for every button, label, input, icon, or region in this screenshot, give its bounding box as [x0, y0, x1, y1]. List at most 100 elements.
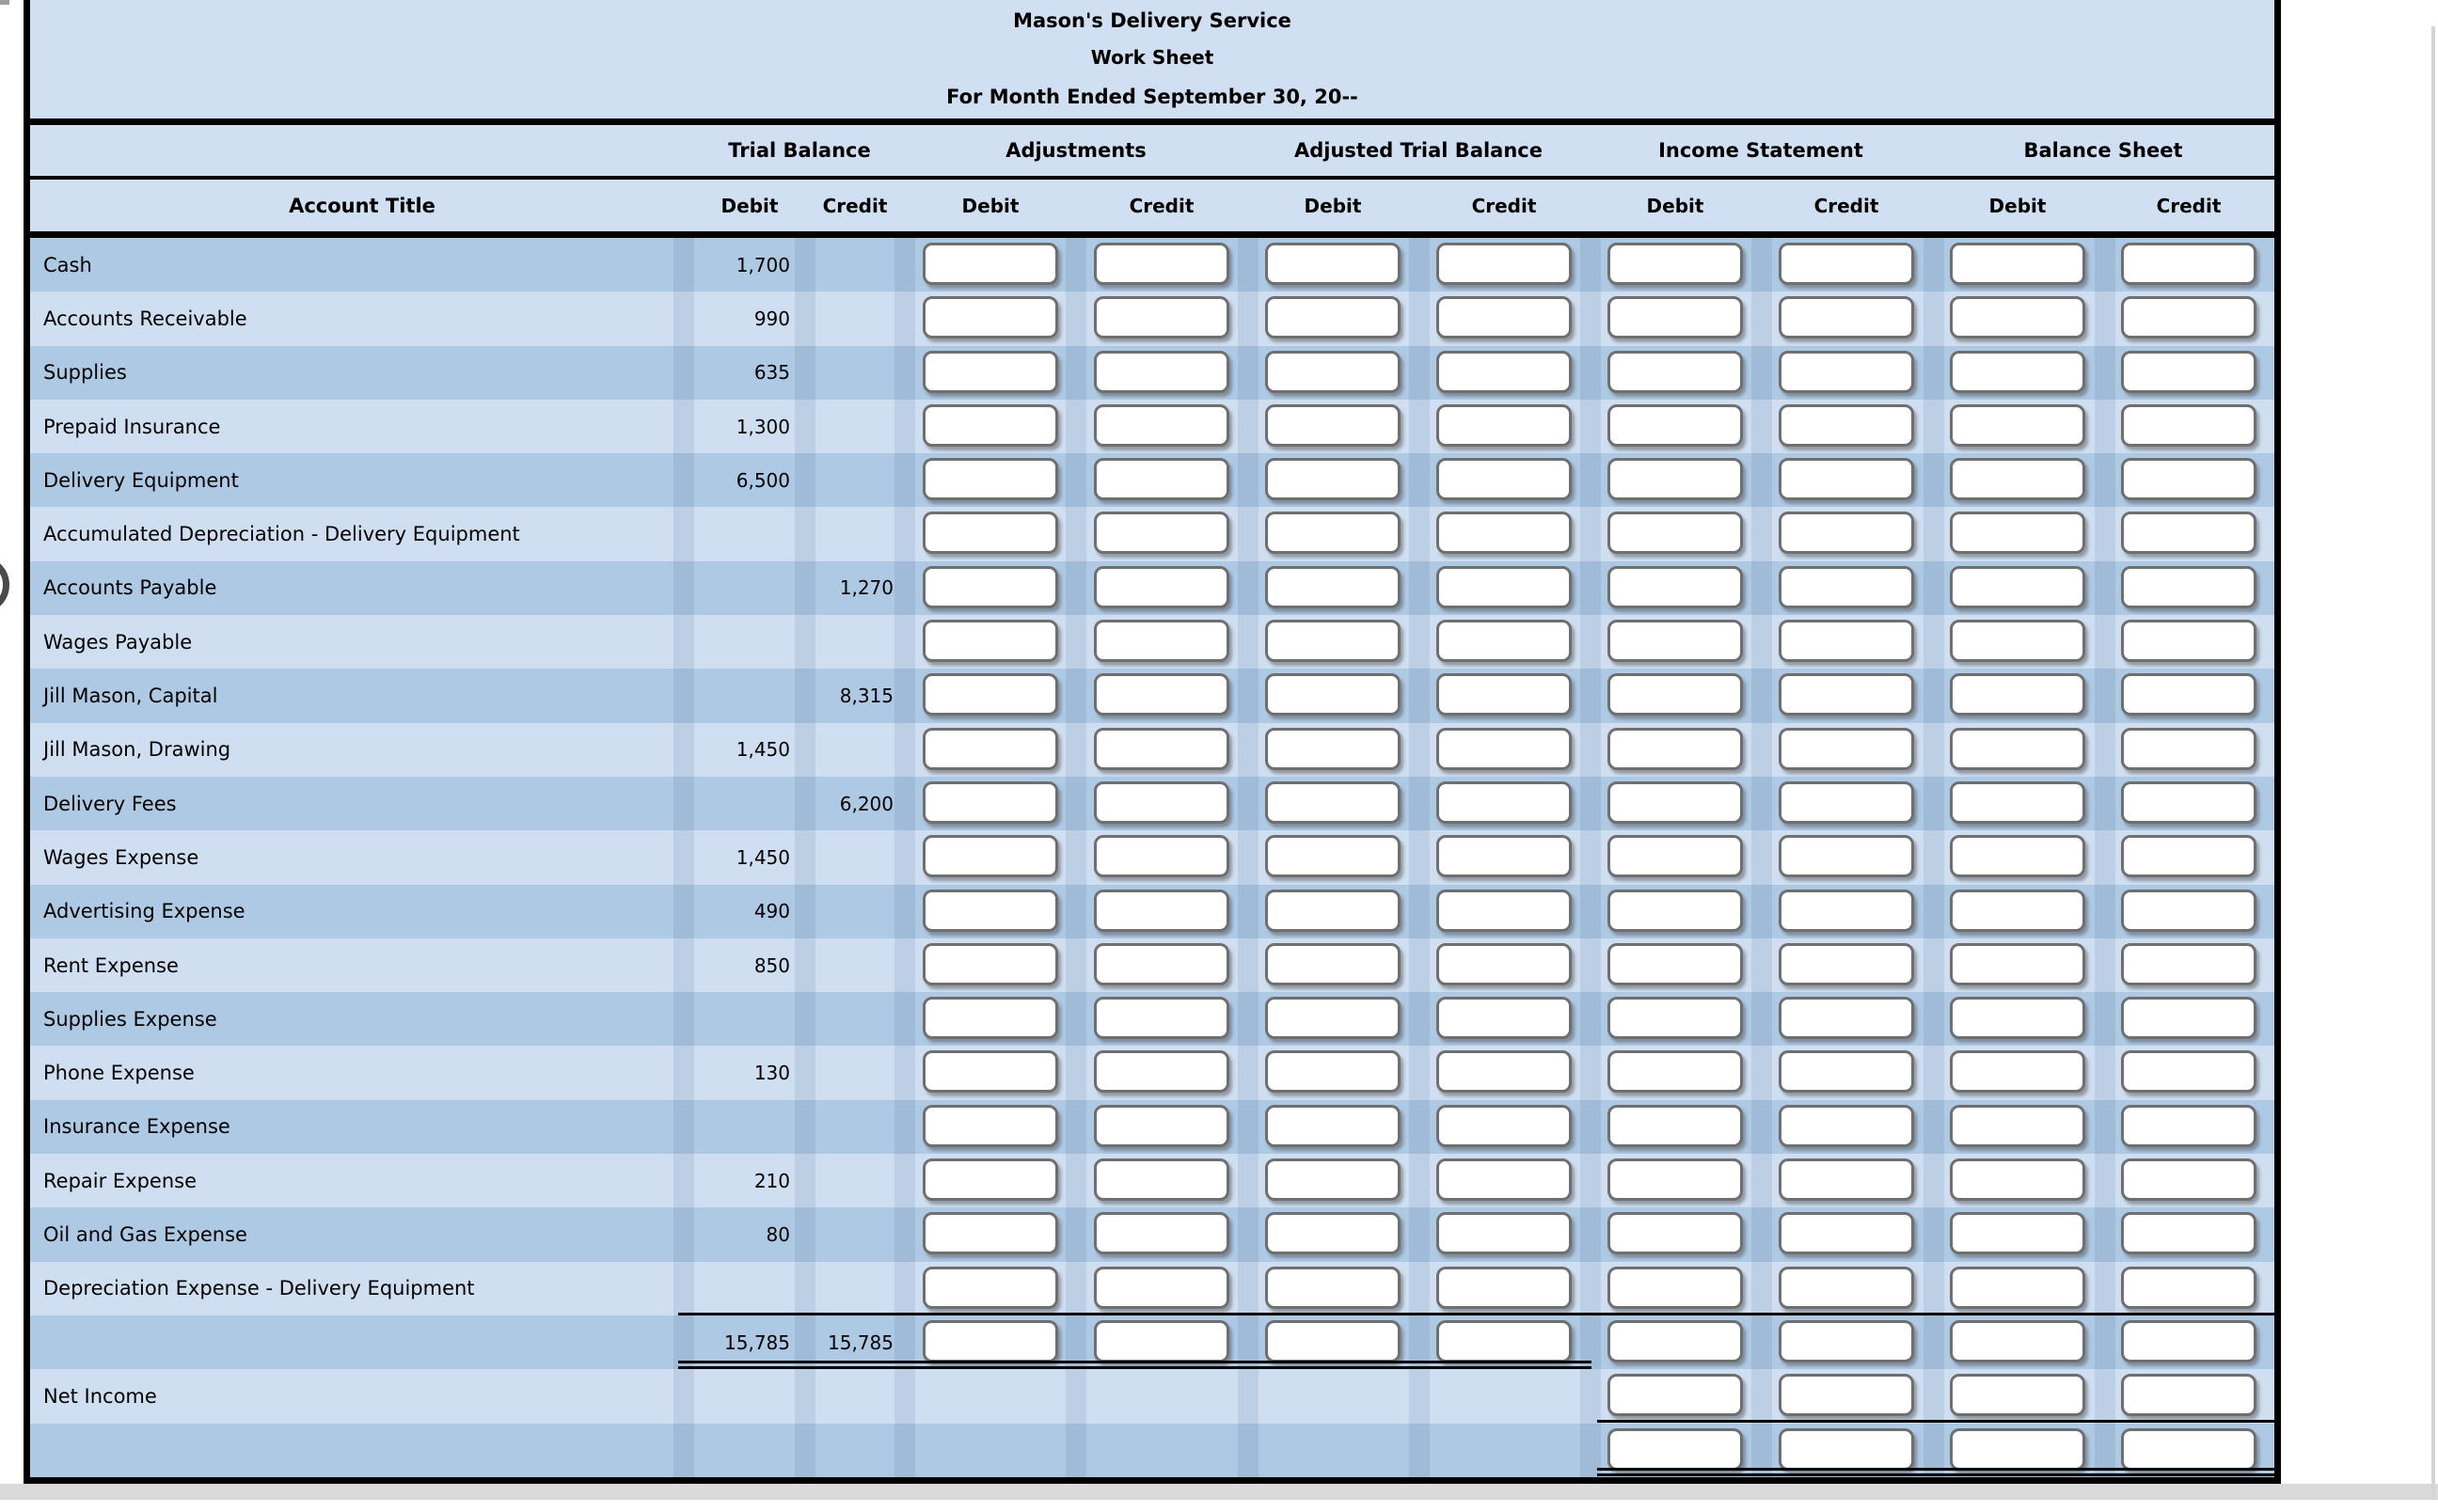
adjusted-trial-balance-credit-input[interactable] [1436, 727, 1572, 770]
balance-sheet-debit-input[interactable] [1950, 1212, 2085, 1255]
adjusted-trial-balance-credit-input[interactable] [1436, 243, 1572, 285]
balance-sheet-debit-input[interactable] [1950, 1104, 2085, 1147]
balance-sheet-credit-input[interactable] [2121, 727, 2256, 770]
adjustments-credit-input[interactable] [1094, 458, 1229, 501]
balance-sheet-credit-input[interactable] [2121, 1427, 2256, 1471]
adjusted-trial-balance-debit-input[interactable] [1265, 673, 1401, 717]
adjusted-trial-balance-credit-input[interactable] [1436, 403, 1572, 447]
income-statement-credit-input[interactable] [1779, 1266, 1914, 1309]
income-statement-debit-input[interactable] [1607, 942, 1743, 985]
adjustments-debit-input[interactable] [923, 1158, 1058, 1202]
adjusted-trial-balance-credit-input[interactable] [1436, 1158, 1572, 1202]
adjusted-trial-balance-debit-input[interactable] [1265, 1158, 1401, 1202]
income-statement-debit-input[interactable] [1607, 1104, 1743, 1147]
balance-sheet-debit-input[interactable] [1950, 835, 2085, 878]
income-statement-credit-input[interactable] [1779, 997, 1914, 1040]
income-statement-credit-input[interactable] [1779, 1158, 1914, 1202]
income-statement-credit-input[interactable] [1779, 1212, 1914, 1255]
balance-sheet-debit-input[interactable] [1950, 889, 2085, 932]
adjustments-credit-input[interactable] [1094, 1212, 1229, 1255]
balance-sheet-credit-input[interactable] [2121, 1212, 2256, 1255]
adjusted-trial-balance-debit-input[interactable] [1265, 1319, 1401, 1362]
adjustments-credit-input[interactable] [1094, 1158, 1229, 1202]
income-statement-credit-input[interactable] [1779, 296, 1914, 339]
adjustments-debit-input[interactable] [923, 1266, 1058, 1309]
balance-sheet-credit-input[interactable] [2121, 512, 2256, 555]
adjustments-credit-input[interactable] [1094, 565, 1229, 608]
income-statement-debit-input[interactable] [1607, 889, 1743, 932]
income-statement-credit-input[interactable] [1779, 673, 1914, 717]
adjustments-debit-input[interactable] [923, 296, 1058, 339]
adjustments-credit-input[interactable] [1094, 835, 1229, 878]
adjusted-trial-balance-credit-input[interactable] [1436, 296, 1572, 339]
adjusted-trial-balance-credit-input[interactable] [1436, 835, 1572, 878]
balance-sheet-credit-input[interactable] [2121, 296, 2256, 339]
adjusted-trial-balance-debit-input[interactable] [1265, 296, 1401, 339]
income-statement-credit-input[interactable] [1779, 727, 1914, 770]
adjustments-debit-input[interactable] [923, 458, 1058, 501]
adjustments-debit-input[interactable] [923, 243, 1058, 285]
income-statement-debit-input[interactable] [1607, 403, 1743, 447]
income-statement-debit-input[interactable] [1607, 1158, 1743, 1202]
adjusted-trial-balance-credit-input[interactable] [1436, 1266, 1572, 1309]
adjustments-credit-input[interactable] [1094, 296, 1229, 339]
adjusted-trial-balance-debit-input[interactable] [1265, 512, 1401, 555]
income-statement-credit-input[interactable] [1779, 458, 1914, 501]
income-statement-debit-input[interactable] [1607, 835, 1743, 878]
adjustments-debit-input[interactable] [923, 565, 1058, 608]
income-statement-credit-input[interactable] [1779, 889, 1914, 932]
adjustments-debit-input[interactable] [923, 997, 1058, 1040]
adjusted-trial-balance-debit-input[interactable] [1265, 727, 1401, 770]
balance-sheet-credit-input[interactable] [2121, 1158, 2256, 1202]
adjusted-trial-balance-credit-input[interactable] [1436, 1104, 1572, 1147]
adjusted-trial-balance-credit-input[interactable] [1436, 512, 1572, 555]
adjustments-credit-input[interactable] [1094, 1050, 1229, 1094]
adjustments-credit-input[interactable] [1094, 727, 1229, 770]
adjusted-trial-balance-debit-input[interactable] [1265, 620, 1401, 663]
income-statement-debit-input[interactable] [1607, 620, 1743, 663]
adjusted-trial-balance-credit-input[interactable] [1436, 1212, 1572, 1255]
balance-sheet-credit-input[interactable] [2121, 673, 2256, 717]
adjustments-debit-input[interactable] [923, 889, 1058, 932]
income-statement-credit-input[interactable] [1779, 1050, 1914, 1094]
balance-sheet-debit-input[interactable] [1950, 512, 2085, 555]
adjustments-debit-input[interactable] [923, 727, 1058, 770]
balance-sheet-debit-input[interactable] [1950, 673, 2085, 717]
income-statement-debit-input[interactable] [1607, 243, 1743, 285]
balance-sheet-credit-input[interactable] [2121, 1050, 2256, 1094]
balance-sheet-debit-input[interactable] [1950, 1427, 2085, 1471]
balance-sheet-debit-input[interactable] [1950, 997, 2085, 1040]
adjusted-trial-balance-debit-input[interactable] [1265, 458, 1401, 501]
income-statement-credit-input[interactable] [1779, 1104, 1914, 1147]
adjusted-trial-balance-credit-input[interactable] [1436, 458, 1572, 501]
balance-sheet-credit-input[interactable] [2121, 889, 2256, 932]
income-statement-credit-input[interactable] [1779, 780, 1914, 824]
balance-sheet-credit-input[interactable] [2121, 243, 2256, 285]
adjustments-credit-input[interactable] [1094, 1104, 1229, 1147]
balance-sheet-debit-input[interactable] [1950, 1158, 2085, 1202]
income-statement-debit-input[interactable] [1607, 997, 1743, 1040]
adjusted-trial-balance-credit-input[interactable] [1436, 889, 1572, 932]
balance-sheet-debit-input[interactable] [1950, 565, 2085, 608]
adjustments-debit-input[interactable] [923, 835, 1058, 878]
adjusted-trial-balance-debit-input[interactable] [1265, 1266, 1401, 1309]
adjustments-debit-input[interactable] [923, 1104, 1058, 1147]
adjustments-debit-input[interactable] [923, 780, 1058, 824]
income-statement-credit-input[interactable] [1779, 835, 1914, 878]
income-statement-credit-input[interactable] [1779, 1319, 1914, 1362]
balance-sheet-debit-input[interactable] [1950, 727, 2085, 770]
adjustments-debit-input[interactable] [923, 620, 1058, 663]
income-statement-debit-input[interactable] [1607, 1374, 1743, 1417]
adjusted-trial-balance-debit-input[interactable] [1265, 1050, 1401, 1094]
adjusted-trial-balance-credit-input[interactable] [1436, 565, 1572, 608]
adjustments-credit-input[interactable] [1094, 1319, 1229, 1362]
adjustments-credit-input[interactable] [1094, 942, 1229, 985]
income-statement-debit-input[interactable] [1607, 727, 1743, 770]
adjusted-trial-balance-credit-input[interactable] [1436, 780, 1572, 824]
income-statement-credit-input[interactable] [1779, 942, 1914, 985]
income-statement-credit-input[interactable] [1779, 620, 1914, 663]
adjustments-credit-input[interactable] [1094, 620, 1229, 663]
income-statement-debit-input[interactable] [1607, 1319, 1743, 1362]
balance-sheet-debit-input[interactable] [1950, 243, 2085, 285]
adjustments-debit-input[interactable] [923, 1050, 1058, 1094]
